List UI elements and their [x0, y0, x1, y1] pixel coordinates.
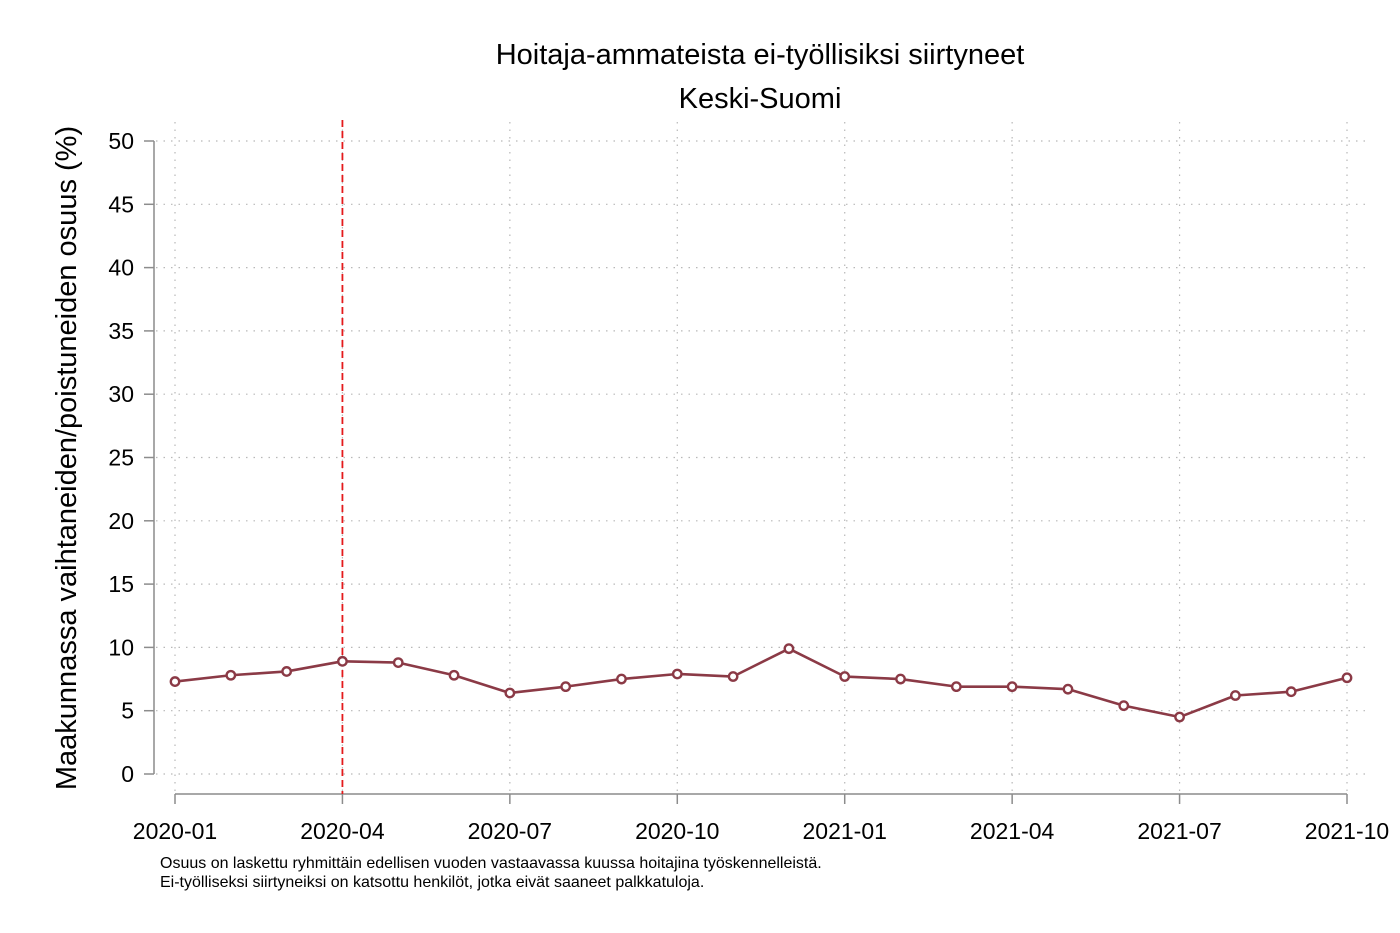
data-point: [448, 669, 460, 681]
data-point: [727, 671, 739, 682]
data-point: [169, 676, 181, 687]
data-point: [1341, 672, 1353, 684]
y-tick-label: 20: [108, 508, 134, 534]
footnote-line-2: Ei-työlliseksi siirtyneiksi on katsottu …: [160, 874, 705, 891]
data-point: [1229, 690, 1241, 701]
data-series: [169, 643, 1353, 723]
series-line: [174, 647, 1348, 719]
y-tick-label: 10: [108, 634, 134, 660]
x-tick-label: 2021-07: [1137, 818, 1221, 844]
data-point: [1062, 683, 1074, 695]
x-tick-label: 2020-04: [300, 818, 385, 844]
chart-subtitle: Keski-Suomi: [679, 83, 842, 115]
y-tick-label: 30: [108, 381, 134, 407]
x-tick-label: 2021-10: [1305, 818, 1389, 844]
data-point: [1174, 711, 1185, 723]
data-point: [671, 668, 683, 680]
x-tick-label: 2020-01: [133, 818, 217, 844]
data-point: [783, 643, 795, 655]
axes: 0 5 10 15 20 25 30 35 40 45 50 2020-01 2020-04 2020-0…: [108, 128, 1389, 844]
data-point: [1285, 686, 1297, 698]
data-point: [504, 687, 516, 699]
data-point: [895, 673, 906, 685]
data-point: [560, 681, 572, 693]
data-point: [281, 666, 293, 677]
data-point: [392, 657, 404, 668]
x-tick-label: 2020-07: [468, 818, 552, 844]
x-tick-label: 2021-04: [970, 818, 1055, 844]
y-tick-label: 15: [108, 571, 134, 597]
x-tick-label: 2021-01: [803, 818, 887, 844]
y-tick-label: 45: [108, 191, 134, 217]
data-point: [1118, 700, 1130, 712]
footnote-line-1: Osuus on laskettu ryhmittäin edellisen v…: [160, 855, 822, 872]
data-point: [1006, 681, 1018, 693]
chart-title: Hoitaja-ammateista ei-työllisiksi siirty…: [496, 39, 1025, 71]
y-tick-label: 0: [121, 761, 134, 787]
y-tick-label: 40: [108, 255, 134, 281]
y-tick-label: 35: [108, 318, 134, 344]
grid-lines: [156, 122, 1365, 792]
x-tick-label: 2020-10: [635, 818, 719, 844]
y-tick-label: 50: [108, 128, 134, 154]
y-tick-label: 25: [108, 445, 134, 471]
data-point: [839, 671, 851, 682]
y-axis-label: Maakunnassa vaihtaneiden/poistuneiden os…: [51, 126, 83, 790]
data-point: [950, 681, 962, 693]
data-point: [225, 669, 237, 681]
data-point: [616, 673, 627, 685]
y-tick-label: 5: [121, 698, 134, 724]
data-point: [337, 655, 348, 667]
